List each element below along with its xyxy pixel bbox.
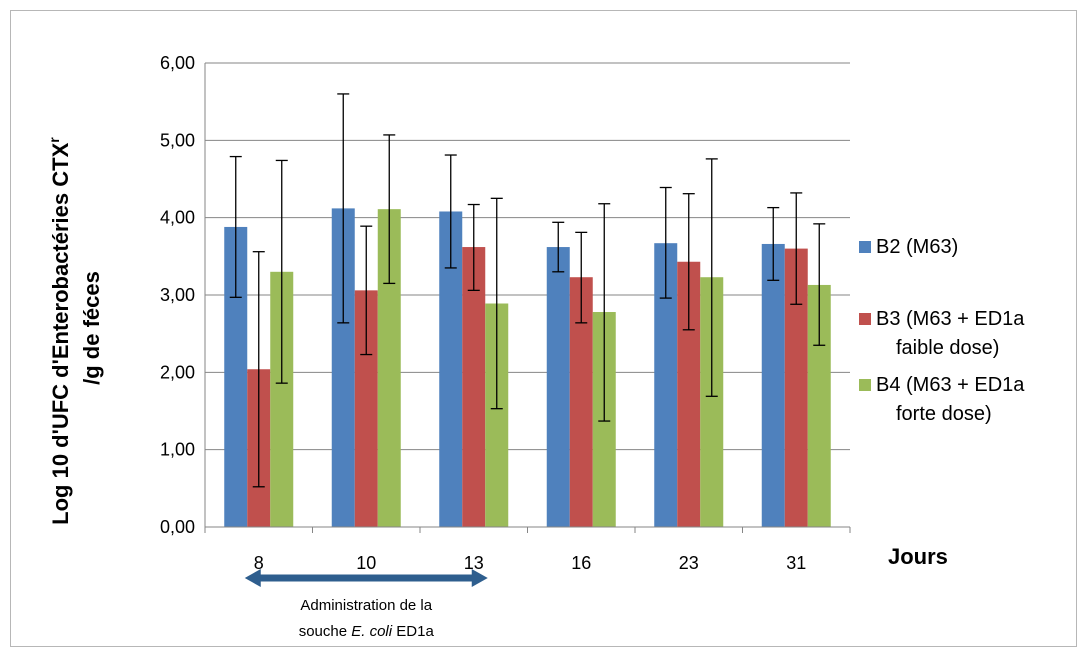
annotation: Administration de la souche E. coli ED1a [244, 569, 488, 640]
y-tick-label: 0,00 [160, 517, 195, 537]
bar [439, 211, 463, 528]
x-tick-label: 23 [679, 553, 699, 573]
bar [354, 290, 378, 527]
bars [224, 208, 831, 528]
bar [331, 208, 355, 528]
bar [462, 247, 486, 527]
chart-frame [10, 10, 1077, 647]
x-tick-label: 10 [356, 553, 376, 573]
x-tick-label: 16 [571, 553, 591, 573]
bar [546, 247, 570, 527]
y-tick-label: 5,00 [160, 130, 195, 150]
bar [700, 277, 724, 527]
legend: B2 (M63) B3 (M63 + ED1a faible dose) B4 (M6… [859, 236, 1025, 425]
bar [270, 271, 294, 527]
y-tick-label: 4,00 [160, 208, 195, 228]
y-axis-label-line2: /g de féces [79, 271, 104, 385]
legend-label: B4 (M63 + ED1a [876, 374, 1025, 396]
x-tick-label: 31 [786, 553, 806, 573]
bar [485, 303, 509, 527]
legend-label-line2: faible dose) [896, 337, 999, 359]
x-tick-label: 8 [254, 553, 264, 573]
bar [784, 248, 808, 527]
y-tick-label: 2,00 [160, 362, 195, 382]
bar [761, 243, 785, 527]
y-tick-label: 1,00 [160, 440, 195, 460]
legend-label-line2: forte dose) [896, 403, 992, 425]
legend-label: B3 (M63 + ED1a [876, 308, 1025, 330]
bar [224, 226, 248, 528]
legend-label: B2 (M63) [876, 236, 958, 258]
y-tick-labels: 0,00 1,00 2,00 3,00 4,00 5,00 6,00 [160, 53, 195, 537]
y-axis-label-line1: Log 10 d'UFC d'Enterobactéries CTXr [46, 137, 73, 525]
arrow-head-left [244, 569, 261, 587]
bar [677, 261, 701, 527]
bar [654, 243, 678, 528]
x-axis-label: Jours [888, 544, 948, 569]
error-bars [229, 93, 826, 488]
x-tick-labels: 8 10 13 16 23 31 [254, 553, 807, 573]
axes [204, 63, 851, 533]
bar [377, 209, 401, 527]
gridlines [205, 62, 850, 451]
legend-swatch [859, 313, 871, 325]
y-axis-label-sup: r [46, 137, 62, 143]
legend-swatch [859, 241, 871, 253]
arrow-head-right [471, 569, 488, 587]
y-tick-label: 3,00 [160, 285, 195, 305]
annotation-line1: Administration de la [300, 597, 432, 614]
bar [569, 277, 593, 527]
annotation-line2: souche E. coli ED1a [299, 623, 435, 640]
y-tick-label: 6,00 [160, 53, 195, 73]
x-tick-label: 13 [464, 553, 484, 573]
y-axis-label: Log 10 d'UFC d'Enterobactéries CTXr /g d… [39, 131, 104, 525]
legend-swatch [859, 379, 871, 391]
